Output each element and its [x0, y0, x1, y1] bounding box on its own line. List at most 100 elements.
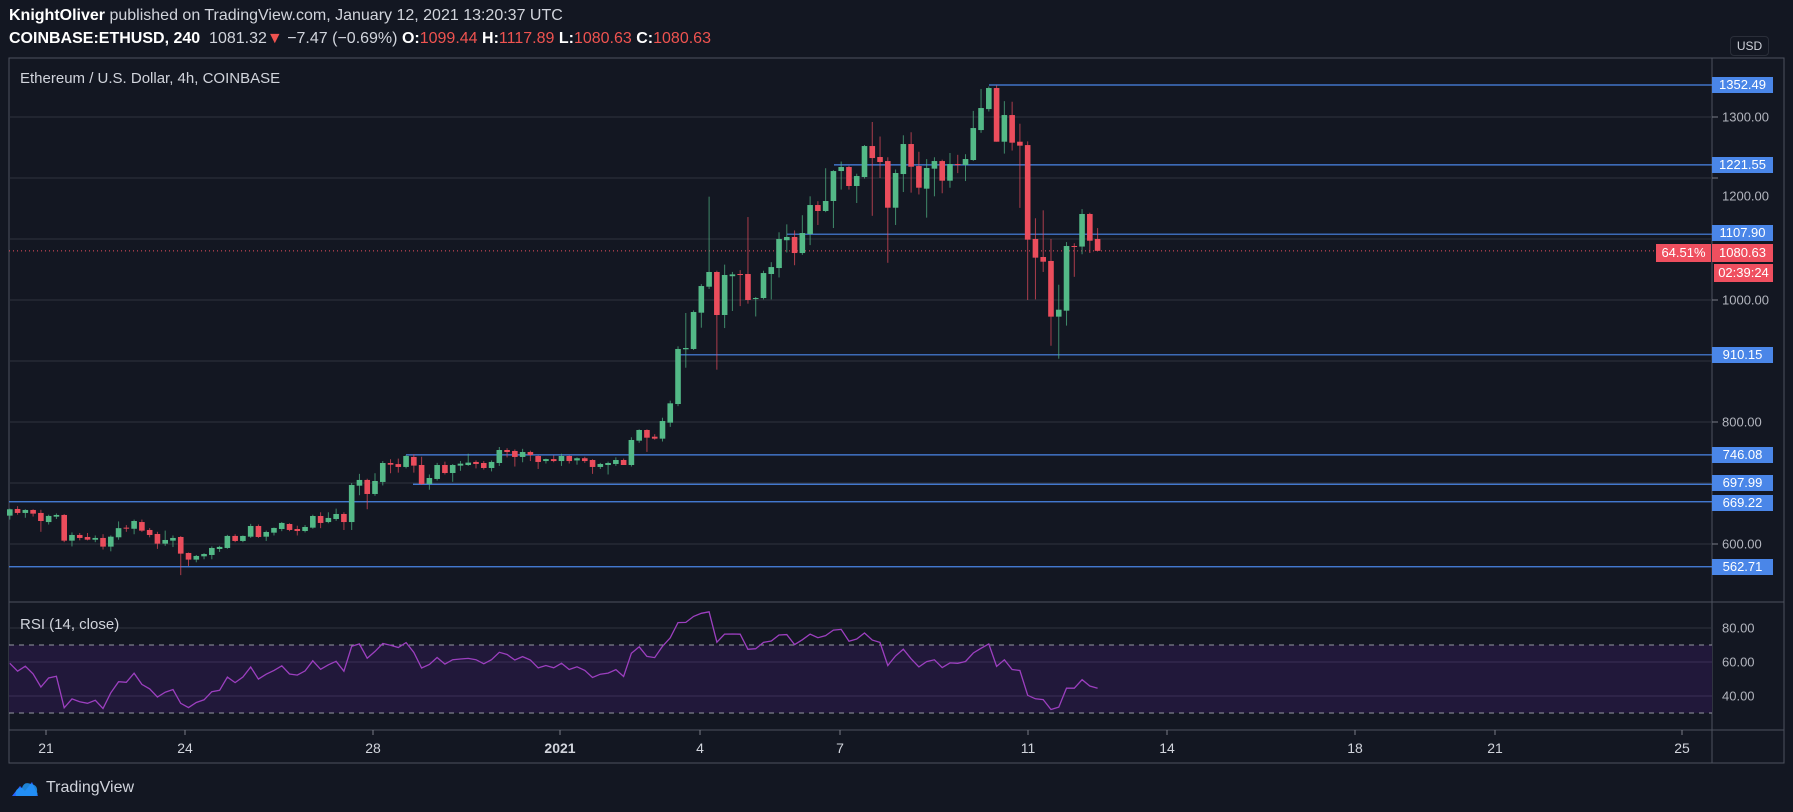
- candle-down: [14, 508, 21, 513]
- candle-down: [1009, 115, 1015, 143]
- candle-up: [53, 514, 60, 517]
- candle-down: [1040, 256, 1047, 262]
- candle-up: [986, 88, 992, 110]
- last-price: 1081.32: [209, 30, 267, 47]
- candle-up: [372, 480, 378, 494]
- candle-up: [597, 463, 604, 467]
- publish-info: KnightOliver published on TradingView.co…: [9, 7, 563, 25]
- published-text: published on TradingView.com, January 12…: [109, 7, 563, 24]
- candle-down: [916, 166, 922, 188]
- candle-down: [61, 514, 67, 541]
- tradingview-cloud-icon: [12, 782, 38, 796]
- candle-down: [139, 522, 145, 531]
- time-tick: 7: [836, 740, 844, 756]
- candle-up: [92, 537, 99, 540]
- candle-down: [480, 462, 487, 468]
- time-tick: 2021: [544, 740, 576, 756]
- time-tick: 28: [365, 740, 381, 756]
- candle-up: [263, 531, 270, 537]
- candle-up: [240, 535, 246, 541]
- candle-up: [115, 528, 122, 538]
- candle-up: [426, 477, 433, 484]
- candle-up: [193, 555, 200, 560]
- candle-up: [69, 534, 75, 541]
- candle-down: [550, 459, 557, 462]
- candle-up: [108, 536, 114, 547]
- candle-up: [822, 200, 829, 212]
- chart-frame: [8, 57, 1785, 764]
- candle-down: [939, 161, 945, 181]
- candle-down: [418, 465, 425, 484]
- candle-up: [853, 176, 860, 186]
- candle-down: [1017, 141, 1023, 146]
- candle-up: [356, 479, 363, 486]
- candle-down: [1032, 239, 1039, 258]
- candle-up: [434, 465, 440, 479]
- candle-up: [947, 164, 953, 181]
- current-price-label: 1080.63: [1712, 244, 1773, 262]
- candle-up: [636, 429, 642, 441]
- level-label: 697.99: [1712, 475, 1773, 491]
- candle-up: [543, 459, 549, 462]
- candle-down: [620, 460, 627, 466]
- candle-down: [1087, 213, 1093, 241]
- candle-up: [7, 509, 13, 516]
- tradingview-logo[interactable]: TradingView: [10, 778, 134, 798]
- author-link[interactable]: KnightOliver: [9, 7, 106, 24]
- candle-down: [38, 512, 44, 522]
- time-tick: 21: [38, 740, 54, 756]
- candle-down: [341, 513, 347, 523]
- candle-up: [488, 461, 495, 468]
- candle-down: [286, 523, 293, 530]
- rsi-legend: RSI (14, close): [20, 616, 120, 633]
- level-label: 910.15: [1712, 347, 1773, 363]
- candle-down: [473, 461, 479, 464]
- candle-down: [954, 164, 961, 166]
- candle-up: [799, 233, 806, 254]
- candle-down: [644, 429, 650, 438]
- high-label: H:: [482, 30, 499, 47]
- level-label: 669.22: [1712, 495, 1773, 511]
- time-tick: 21: [1487, 740, 1503, 756]
- candle-down: [177, 536, 184, 554]
- open-value: 1099.44: [419, 30, 478, 47]
- candle-down: [146, 529, 153, 535]
- candle-up: [690, 312, 697, 349]
- candle-up: [923, 167, 930, 189]
- candle-up: [1001, 115, 1008, 142]
- candle-up: [1055, 309, 1062, 317]
- candle-up: [605, 462, 611, 466]
- candle-up: [970, 128, 977, 161]
- candle-down: [504, 449, 510, 453]
- candle-up: [978, 108, 984, 131]
- candle-down: [1024, 145, 1031, 240]
- level-label: 1221.55: [1712, 157, 1773, 173]
- candle-up: [247, 526, 254, 537]
- time-tick: 18: [1347, 740, 1363, 756]
- candle-down: [411, 456, 417, 466]
- candle-up: [900, 144, 907, 175]
- current-percent-label: 64.51%: [1656, 244, 1711, 262]
- candle-down: [294, 528, 301, 532]
- candle-down: [885, 161, 891, 208]
- currency-button[interactable]: USD: [1730, 36, 1769, 56]
- candle-down: [123, 527, 130, 529]
- candle-up: [784, 236, 790, 241]
- candle-down: [1094, 239, 1101, 251]
- candle-up: [519, 452, 526, 457]
- candle-down: [527, 452, 534, 455]
- candle-up: [698, 286, 705, 313]
- candle-down: [589, 460, 596, 467]
- candle-up: [379, 462, 386, 482]
- candle-up: [403, 455, 409, 467]
- candle-up: [348, 485, 355, 523]
- candle-down: [30, 509, 36, 514]
- level-label: 1107.90: [1712, 225, 1773, 241]
- low-value: 1080.63: [573, 30, 632, 47]
- level-label: 1352.49: [1712, 77, 1773, 93]
- candle-up: [1063, 246, 1070, 311]
- candle-up: [465, 462, 472, 466]
- candle-down: [395, 464, 402, 467]
- rsi-tick: 40.00: [1722, 688, 1755, 704]
